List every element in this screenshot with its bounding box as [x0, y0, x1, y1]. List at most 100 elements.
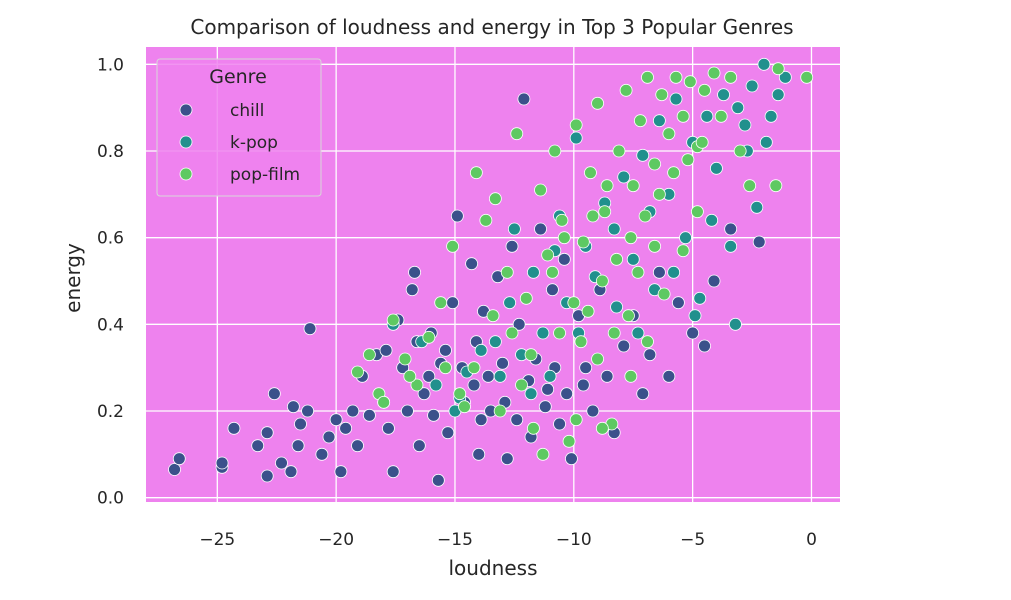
data-point: [434, 296, 448, 310]
data-point: [598, 205, 612, 219]
data-point: [600, 179, 614, 193]
data-point: [579, 361, 593, 375]
data-point: [562, 434, 576, 448]
legend: Genre chill k-pop pop-film: [156, 58, 322, 197]
y-tick-label: 0.8: [97, 142, 124, 162]
data-point: [541, 248, 555, 262]
data-point: [486, 309, 500, 323]
legend-marker: [179, 103, 193, 117]
data-point: [631, 326, 645, 340]
data-point: [676, 244, 690, 258]
data-point: [626, 179, 640, 193]
data-point: [633, 114, 647, 128]
legend-box: [156, 58, 322, 197]
data-point: [286, 400, 300, 414]
data-point: [707, 274, 721, 288]
y-tick-label: 0.2: [97, 402, 124, 422]
data-point: [591, 352, 604, 366]
data-point: [681, 153, 695, 167]
data-point: [690, 205, 704, 219]
data-point: [586, 404, 600, 418]
data-point: [172, 452, 186, 466]
data-point: [731, 101, 745, 115]
data-point: [493, 404, 507, 418]
data-point: [607, 326, 621, 340]
data-point: [710, 161, 723, 175]
data-point: [417, 387, 431, 401]
data-point: [505, 326, 519, 340]
data-point: [543, 369, 557, 383]
data-point: [351, 439, 364, 453]
data-point: [569, 413, 583, 427]
data-point: [624, 369, 638, 383]
data-point: [750, 200, 764, 214]
data-point: [467, 361, 481, 375]
data-point: [469, 166, 483, 180]
data-point: [745, 79, 759, 93]
chart-title: Comparison of loudness and energy in Top…: [190, 15, 793, 39]
data-point: [555, 213, 569, 227]
data-point: [700, 109, 714, 123]
data-point: [548, 144, 562, 158]
data-point: [510, 413, 524, 427]
data-point: [683, 75, 697, 89]
data-point: [648, 239, 662, 253]
data-point: [351, 365, 364, 379]
data-point: [500, 265, 514, 279]
data-point: [717, 88, 730, 102]
series-pop-film: [351, 62, 814, 461]
data-point: [800, 70, 814, 84]
data-point: [676, 109, 690, 123]
data-point: [631, 265, 645, 279]
x-tick-label: −25: [199, 530, 235, 550]
data-point: [294, 417, 307, 431]
data-point: [679, 231, 692, 245]
data-point: [515, 378, 528, 392]
data-point: [778, 70, 792, 84]
data-point: [693, 291, 707, 305]
data-point: [500, 452, 514, 466]
data-point: [488, 192, 502, 206]
data-point: [227, 421, 241, 435]
data-point: [622, 309, 635, 323]
legend-label: k-pop: [230, 133, 278, 153]
data-point: [714, 109, 728, 123]
data-point: [743, 179, 757, 193]
data-point: [401, 404, 414, 418]
data-point: [536, 326, 550, 340]
data-point: [612, 144, 626, 158]
data-point: [574, 335, 588, 349]
data-point: [707, 66, 721, 80]
data-point: [534, 183, 547, 197]
data-point: [453, 387, 467, 401]
data-point: [636, 148, 650, 162]
data-point: [379, 343, 393, 357]
data-point: [546, 283, 559, 297]
data-point: [534, 222, 547, 236]
data-point: [251, 439, 265, 453]
data-point: [569, 118, 583, 132]
data-point: [686, 326, 700, 340]
data-point: [339, 421, 353, 435]
data-point: [643, 348, 657, 362]
y-tick-label: 0.4: [97, 315, 124, 335]
data-point: [291, 439, 305, 453]
data-point: [724, 239, 738, 253]
data-point: [667, 265, 681, 279]
data-point: [607, 222, 621, 236]
data-point: [363, 348, 376, 362]
data-point: [586, 209, 600, 223]
data-point: [584, 166, 597, 180]
data-point: [524, 387, 538, 401]
data-point: [301, 404, 315, 418]
data-point: [215, 456, 229, 470]
data-point: [446, 296, 459, 310]
data-point: [705, 213, 719, 227]
x-tick-label: −5: [680, 530, 705, 550]
data-point: [617, 339, 631, 353]
data-point: [267, 387, 281, 401]
data-point: [553, 417, 566, 431]
data-point: [648, 157, 662, 171]
data-point: [467, 378, 481, 392]
data-point: [524, 348, 538, 362]
